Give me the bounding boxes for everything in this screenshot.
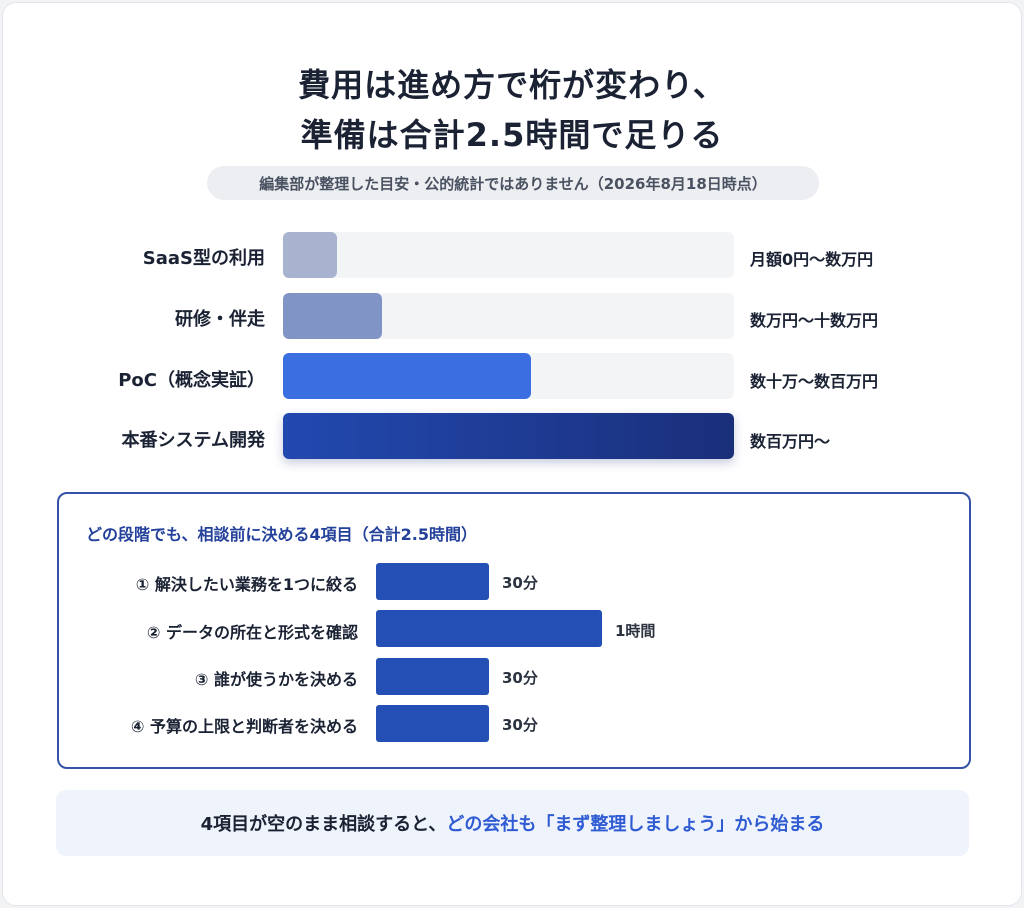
title-line-2: 準備は合計2.5時間で足りる: [300, 116, 724, 154]
subtitle-text: 編集部が整理した目安・公的統計ではありません（2026年8月18日時点）: [259, 174, 767, 193]
task-label: ② データの所在と形式を確認: [146, 623, 358, 642]
subtitle-badge: 編集部が整理した目安・公的統計ではありません（2026年8月18日時点）: [207, 166, 819, 200]
bar-track: [283, 413, 734, 459]
title-line-1: 費用は進め方で桁が変わり、: [298, 66, 726, 104]
bar-poc: [283, 353, 531, 399]
bar-training: [283, 293, 382, 339]
task-bar: [376, 610, 602, 647]
task-value: 30分: [502, 716, 538, 734]
value-label: 数万円〜十数万円: [750, 311, 879, 330]
category-label: PoC（概念実証）: [118, 370, 265, 391]
task-label: ④ 予算の上限と判断者を決める: [130, 717, 358, 736]
preparation-title: どの段階でも、相談前に決める4項目（合計2.5時間）: [86, 525, 477, 544]
value-label: 数百万円〜: [750, 432, 831, 451]
task-bar: [376, 563, 489, 600]
category-label: SaaS型の利用: [142, 248, 265, 269]
task-bar: [376, 658, 489, 695]
category-label: 研修・伴走: [175, 309, 265, 330]
bar-saas: [283, 232, 337, 278]
task-value: 30分: [502, 574, 538, 592]
bar-track: [283, 353, 734, 399]
task-label: ① 解決したい業務を1つに絞る: [135, 575, 358, 594]
category-label: 本番システム開発: [121, 430, 265, 451]
bar-track: [283, 293, 734, 339]
value-label: 数十万〜数百万円: [750, 372, 879, 391]
task-bar: [376, 705, 489, 742]
bar-track: [283, 232, 734, 278]
task-label: ③ 誰が使うかを決める: [194, 670, 358, 689]
footer-note: 4項目が空のまま相談すると、 どの会社も「まず整理しましょう」から始まる: [56, 790, 969, 856]
bar-production: [283, 413, 734, 459]
value-label: 月額0円〜数万円: [750, 250, 874, 269]
footer-highlight: どの会社も「まず整理しましょう」から始まる: [446, 814, 825, 835]
footer-text: 4項目が空のまま相談すると、: [200, 814, 447, 835]
task-value: 1時間: [615, 622, 656, 640]
task-value: 30分: [502, 669, 538, 687]
